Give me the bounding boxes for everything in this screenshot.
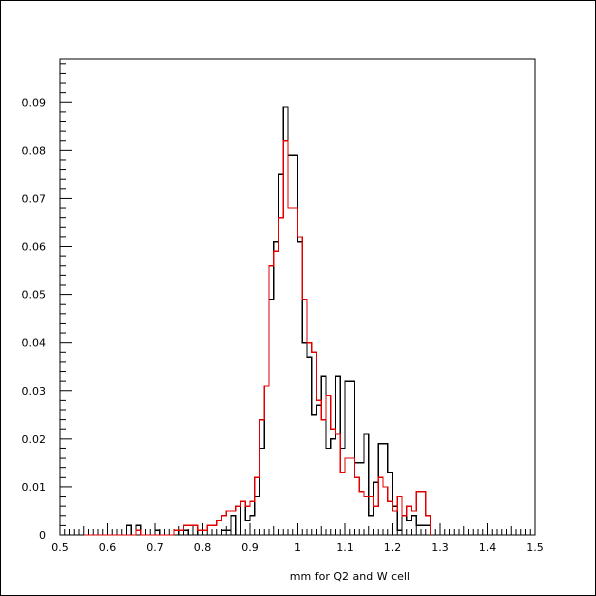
x-tick-label: 1.3: [431, 541, 449, 554]
y-tick-label: 0: [39, 529, 46, 542]
x-tick-label: 1.5: [526, 541, 544, 554]
plot-border: [59, 58, 536, 536]
y-tick-label: 0.09: [22, 96, 47, 109]
y-tick-label: 0.01: [22, 481, 47, 494]
y-tick-label: 0.06: [22, 241, 47, 254]
y-tick-label: 0.03: [22, 385, 47, 398]
x-tick-label: 1: [294, 541, 301, 554]
x-axis: 0.5 0.6 0.7 0.8 0.9 1 1.1 1.2 1.3 1.4 1.5: [51, 523, 544, 554]
y-tick-label: 0.05: [22, 289, 47, 302]
x-tick-label: 0.9: [241, 541, 259, 554]
series-black-histogram: [83, 106, 432, 536]
series-layer: [83, 106, 432, 536]
x-tick-label: 1.2: [384, 541, 402, 554]
x-tick-label: 0.5: [51, 541, 69, 554]
x-tick-label: 1.4: [479, 541, 497, 554]
x-axis-title: mm for Q2 and W cell: [290, 570, 410, 583]
x-tick-label: 0.8: [194, 541, 212, 554]
series-red-histogram: [83, 140, 432, 536]
x-tick-label: 0.7: [146, 541, 164, 554]
y-axis: 0 0.01 0.02 0.03 0.04 0.05 0.06 0.07 0.08 0.09: [22, 63, 72, 542]
y-tick-label: 0.08: [22, 144, 47, 157]
y-tick-label: 0.02: [22, 433, 47, 446]
y-tick-label: 0.04: [22, 337, 47, 350]
x-tick-label: 1.1: [336, 541, 354, 554]
x-tick-label: 0.6: [99, 541, 117, 554]
plot-frame: [59, 58, 536, 536]
y-tick-label: 0.07: [22, 192, 47, 205]
